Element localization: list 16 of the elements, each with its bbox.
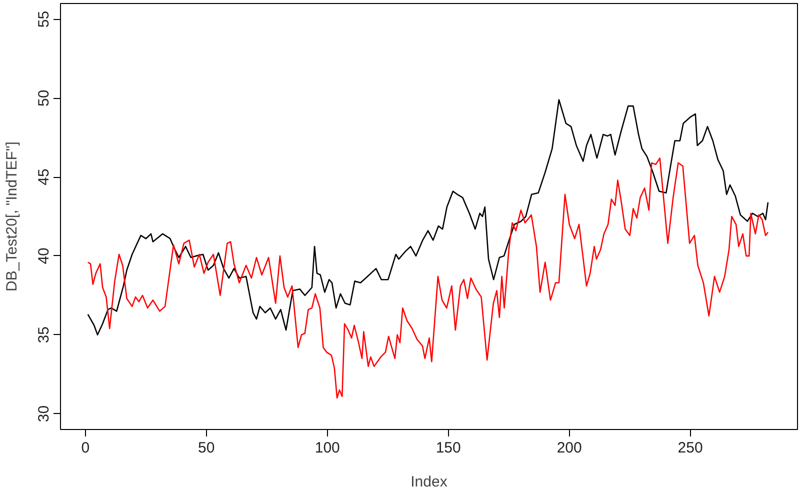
y-tick-label: 30: [36, 405, 52, 422]
y-tick-label: 55: [36, 10, 52, 28]
x-tick-label: 0: [81, 440, 90, 456]
y-tick-label: 50: [36, 90, 52, 107]
line-series: [87, 157, 769, 399]
x-tick-label: 50: [198, 440, 215, 456]
x-tick-label: 200: [556, 440, 582, 456]
y-tick-label: 40: [36, 248, 52, 264]
y-tick-label: 45: [36, 168, 52, 186]
y-axis-title: DB_Test20[, "IndTEF"]: [4, 142, 20, 292]
x-axis-title: Index: [410, 474, 448, 490]
x-tick-label: 250: [678, 440, 703, 456]
y-tick-label: 35: [36, 326, 52, 344]
line-series: [87, 99, 769, 336]
x-tick-label: 150: [436, 440, 461, 456]
x-tick-label: 100: [314, 440, 340, 456]
